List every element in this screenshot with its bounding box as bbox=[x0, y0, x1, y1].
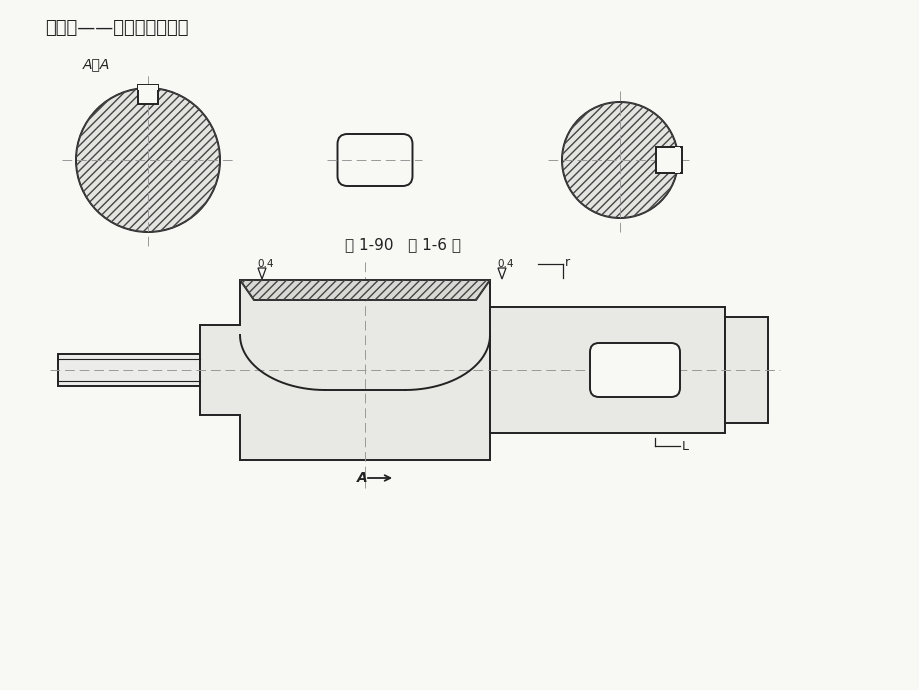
Polygon shape bbox=[655, 147, 681, 173]
Text: 0.4: 0.4 bbox=[496, 259, 513, 269]
Text: 第一章——分析结构工艺性: 第一章——分析结构工艺性 bbox=[45, 19, 188, 37]
Circle shape bbox=[562, 102, 677, 218]
Polygon shape bbox=[199, 280, 490, 460]
Text: 图 1-90   题 1-6 图: 图 1-90 题 1-6 图 bbox=[345, 237, 460, 253]
Polygon shape bbox=[675, 147, 679, 173]
Polygon shape bbox=[138, 85, 158, 90]
Polygon shape bbox=[490, 307, 724, 433]
Circle shape bbox=[76, 88, 220, 232]
Polygon shape bbox=[724, 317, 767, 423]
Polygon shape bbox=[240, 280, 490, 300]
Text: A－A: A－A bbox=[83, 57, 110, 71]
Text: 0.4: 0.4 bbox=[256, 259, 273, 269]
Polygon shape bbox=[138, 85, 158, 104]
Text: A: A bbox=[357, 471, 368, 485]
FancyBboxPatch shape bbox=[589, 343, 679, 397]
Text: r: r bbox=[564, 256, 570, 269]
Polygon shape bbox=[58, 354, 199, 386]
Text: L: L bbox=[681, 440, 688, 453]
FancyBboxPatch shape bbox=[337, 134, 412, 186]
